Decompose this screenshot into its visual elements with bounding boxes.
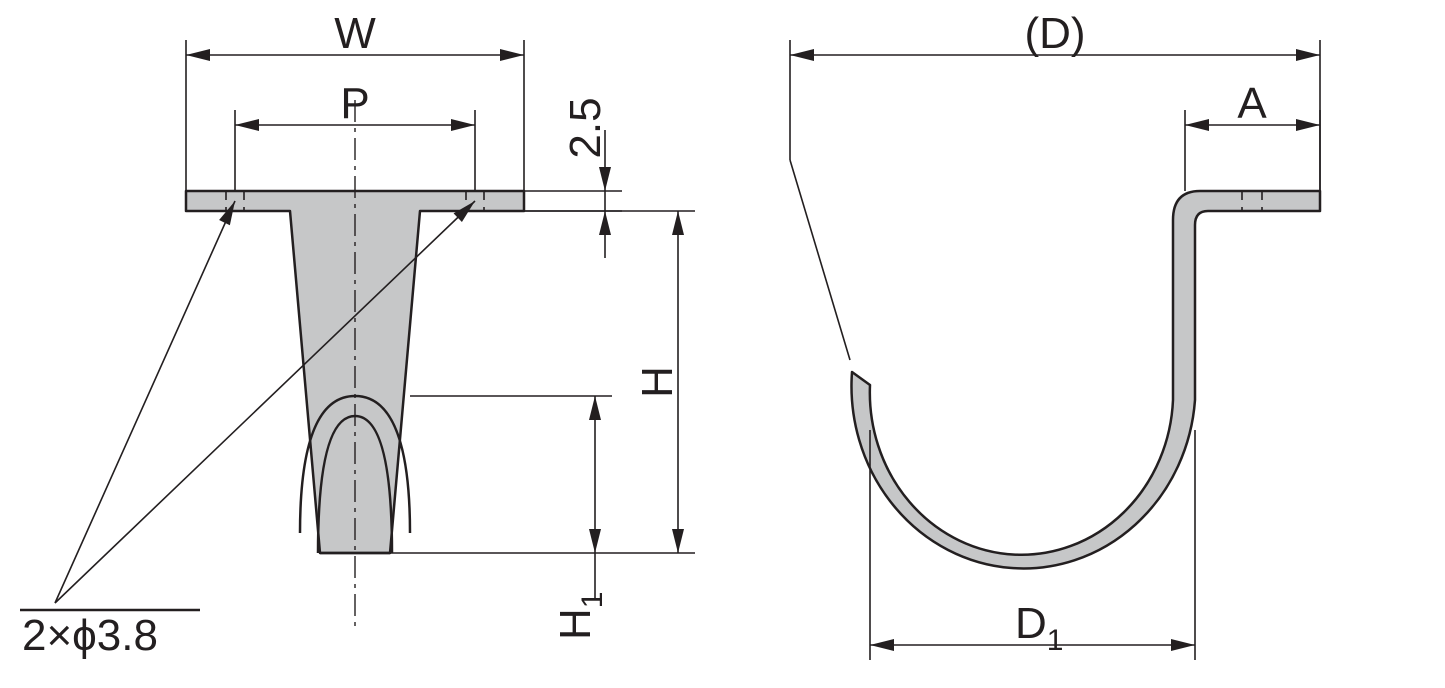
label-holes: 2×ϕ3.8 — [22, 611, 158, 660]
dim-thickness: 2.5 — [524, 97, 622, 258]
label-H1: H1 — [551, 592, 609, 640]
label-W: W — [334, 9, 376, 58]
dim-A: A — [1185, 79, 1320, 191]
dim-H: H — [390, 211, 695, 553]
label-H: H — [633, 366, 682, 398]
label-A: A — [1237, 79, 1267, 128]
label-D1: D1 — [1015, 599, 1063, 657]
dim-H1: H1 — [410, 396, 612, 640]
side-view: (D) A D1 — [790, 9, 1320, 660]
label-D: (D) — [1024, 9, 1085, 58]
label-thickness: 2.5 — [561, 97, 610, 158]
dim-D: (D) — [790, 9, 1320, 360]
side-body — [851, 191, 1320, 568]
front-view: W P 2.5 H — [20, 9, 695, 660]
dim-D1: D1 — [870, 430, 1195, 660]
dim-P: P — [235, 79, 475, 191]
label-P: P — [340, 79, 369, 128]
